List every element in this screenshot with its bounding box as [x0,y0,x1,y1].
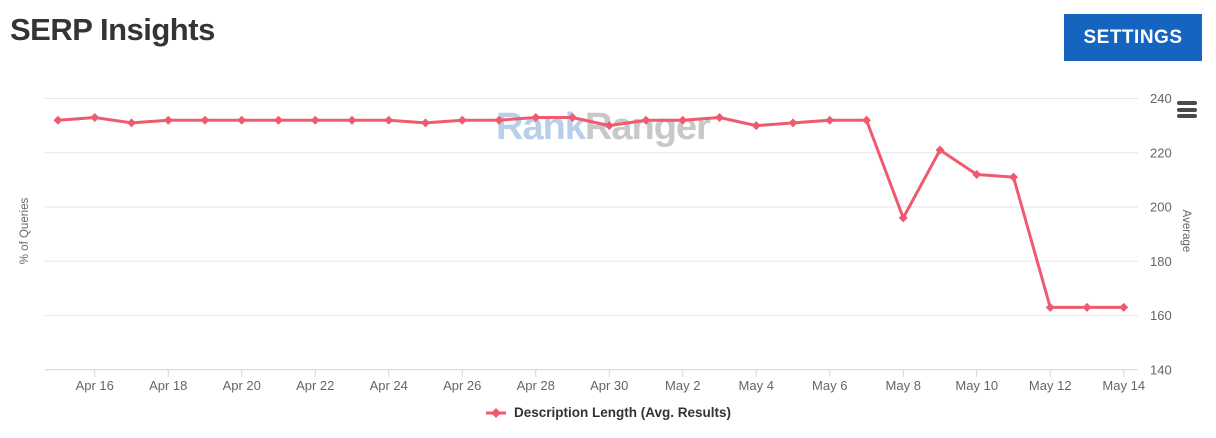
data-point[interactable] [200,115,210,125]
x-axis-tick-label: Apr 16 [76,378,114,393]
data-point[interactable] [862,115,871,125]
data-point[interactable] [568,112,577,122]
y-axis-tick-label: 160 [1150,308,1172,323]
data-point[interactable] [421,118,430,128]
data-point[interactable] [604,121,614,131]
x-axis-tick-label: May 12 [1029,378,1072,393]
legend-label: Description Length (Avg. Results) [513,405,731,420]
y-axis-tick-label: 140 [1150,362,1172,377]
x-axis-tick-label: May 4 [739,378,774,393]
watermark-rank: Rank [496,106,586,148]
diamond-line-marker-icon [485,407,506,418]
x-axis-tick-label: Apr 24 [370,378,408,393]
y-axis-title-right: Average [1180,210,1192,253]
x-axis-tick-label: Apr 20 [223,378,261,393]
data-point[interactable] [384,115,394,125]
legend-item[interactable]: Description Length (Avg. Results) [485,405,731,420]
menu-bar [1177,107,1197,112]
x-axis-tick-label: Apr 28 [517,378,555,393]
data-point[interactable] [972,169,982,179]
data-point[interactable] [1082,302,1092,312]
data-point[interactable] [935,145,945,155]
data-point[interactable] [53,115,63,125]
y-axis-tick-label: 240 [1150,91,1172,106]
data-point[interactable] [347,115,357,125]
data-point[interactable] [531,112,541,122]
data-point[interactable] [678,115,688,125]
data-point[interactable] [1009,172,1018,182]
data-point[interactable] [163,115,173,125]
x-axis-tick-label: Apr 30 [590,378,628,393]
data-point[interactable] [641,115,651,125]
data-point[interactable] [274,115,283,125]
x-axis-tick-label: Apr 26 [443,378,481,393]
x-axis-tick-label: May 14 [1102,378,1145,393]
series-line [56,115,1126,309]
data-point[interactable] [90,112,100,122]
data-point[interactable] [310,115,320,125]
data-point[interactable] [494,115,504,125]
watermark: RankRanger [496,106,711,149]
page-title: SERP Insights [10,12,215,47]
x-axis-tick-label: Apr 22 [296,378,334,393]
menu-bar [1177,114,1197,118]
data-point[interactable] [825,115,835,125]
data-point[interactable] [898,213,908,223]
data-point[interactable] [751,121,761,131]
data-point[interactable] [715,112,724,122]
data-point[interactable] [1119,302,1129,312]
y-axis-tick-label: 220 [1150,145,1172,160]
chart-legend: Description Length (Avg. Results) [0,405,1216,420]
x-axis-tick-label: Apr 18 [149,378,187,393]
data-point[interactable] [237,115,247,125]
x-axis-tick-label: May 8 [886,378,921,393]
watermark-ranger: Ranger [584,106,711,148]
x-axis-tick-label: May 6 [812,378,847,393]
data-point[interactable] [1045,302,1055,312]
y-axis-title-left: % of Queries [19,198,31,265]
x-axis-tick-label: May 2 [665,378,700,393]
data-point[interactable] [127,118,136,128]
data-point[interactable] [788,118,798,128]
menu-bar [1177,101,1197,105]
data-point[interactable] [457,115,467,125]
y-axis-tick-label: 180 [1150,254,1172,269]
settings-button[interactable]: SETTINGS [1064,14,1202,61]
x-axis-tick-label: May 10 [955,378,998,393]
y-axis-tick-label: 200 [1150,200,1172,215]
hamburger-menu-icon[interactable] [1177,101,1197,118]
